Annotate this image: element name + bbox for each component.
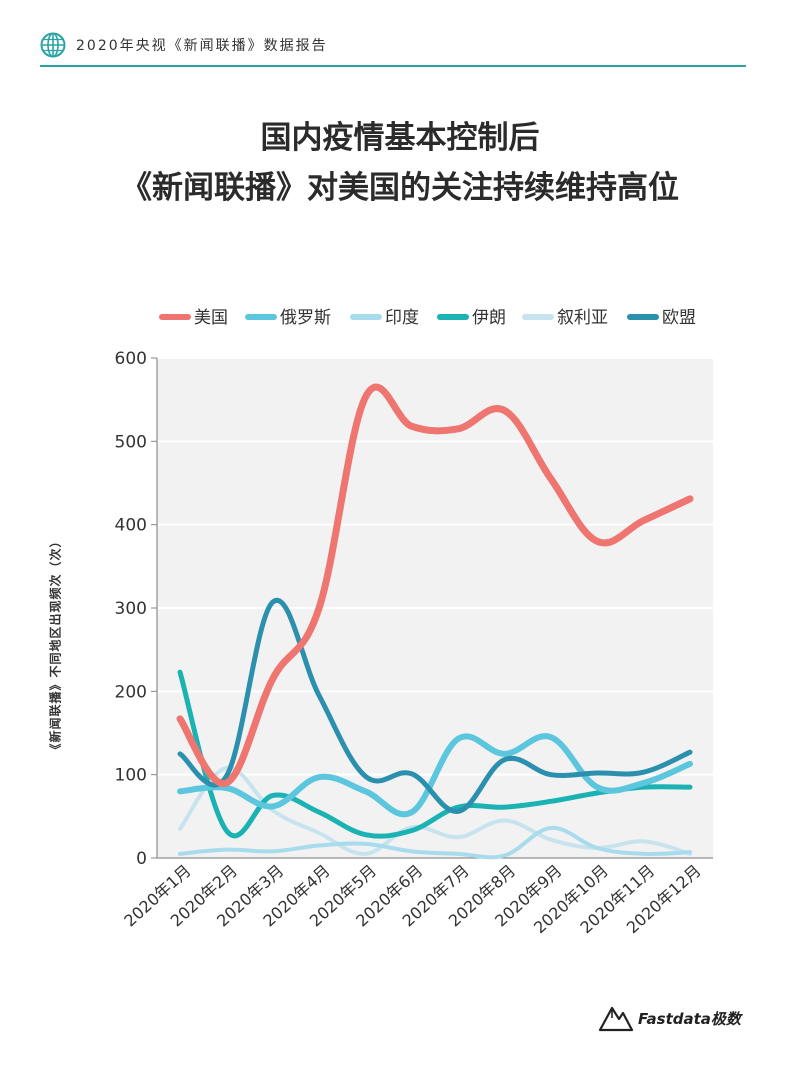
series-line-印度 xyxy=(178,825,692,860)
header-divider xyxy=(40,65,746,67)
y-tick-label: 0 xyxy=(136,849,147,869)
y-tick-label: 300 xyxy=(115,599,147,619)
legend-label-美国: 美国 xyxy=(194,308,228,328)
series-line-伊朗 xyxy=(177,669,693,839)
legend-label-伊朗: 伊朗 xyxy=(472,308,506,328)
logo-text: Fastdata极数 xyxy=(638,1010,741,1028)
header-title: 2020年央视《新闻联播》数据报告 xyxy=(76,38,328,54)
legend-label-叙利亚: 叙利亚 xyxy=(557,308,608,328)
legend-label-俄罗斯: 俄罗斯 xyxy=(280,308,331,328)
series-line-美国 xyxy=(176,383,694,787)
line-chart: 01002003004005006002020年1月2020年2月2020年3月… xyxy=(115,308,713,937)
series-line-欧盟 xyxy=(177,597,693,814)
globe-icon xyxy=(40,32,66,58)
y-axis-title: 《新闻联播》不同地区出现频次（次） xyxy=(48,534,63,756)
page-title-line1: 国内疫情基本控制后 xyxy=(260,120,540,156)
y-tick-label: 500 xyxy=(115,432,147,452)
legend-label-印度: 印度 xyxy=(385,308,419,328)
page-title-line2: 《新闻联播》对美国的关注持续维持高位 xyxy=(121,170,679,206)
legend-label-欧盟: 欧盟 xyxy=(662,308,696,328)
report-header: 2020年央视《新闻联播》数据报告 xyxy=(40,30,746,66)
y-tick-label: 100 xyxy=(115,766,147,786)
y-tick-label: 400 xyxy=(115,516,147,536)
mountain-logo-icon xyxy=(598,1006,634,1032)
y-tick-label: 600 xyxy=(115,349,147,369)
series-line-俄罗斯 xyxy=(177,733,693,818)
y-tick-label: 200 xyxy=(115,682,147,702)
